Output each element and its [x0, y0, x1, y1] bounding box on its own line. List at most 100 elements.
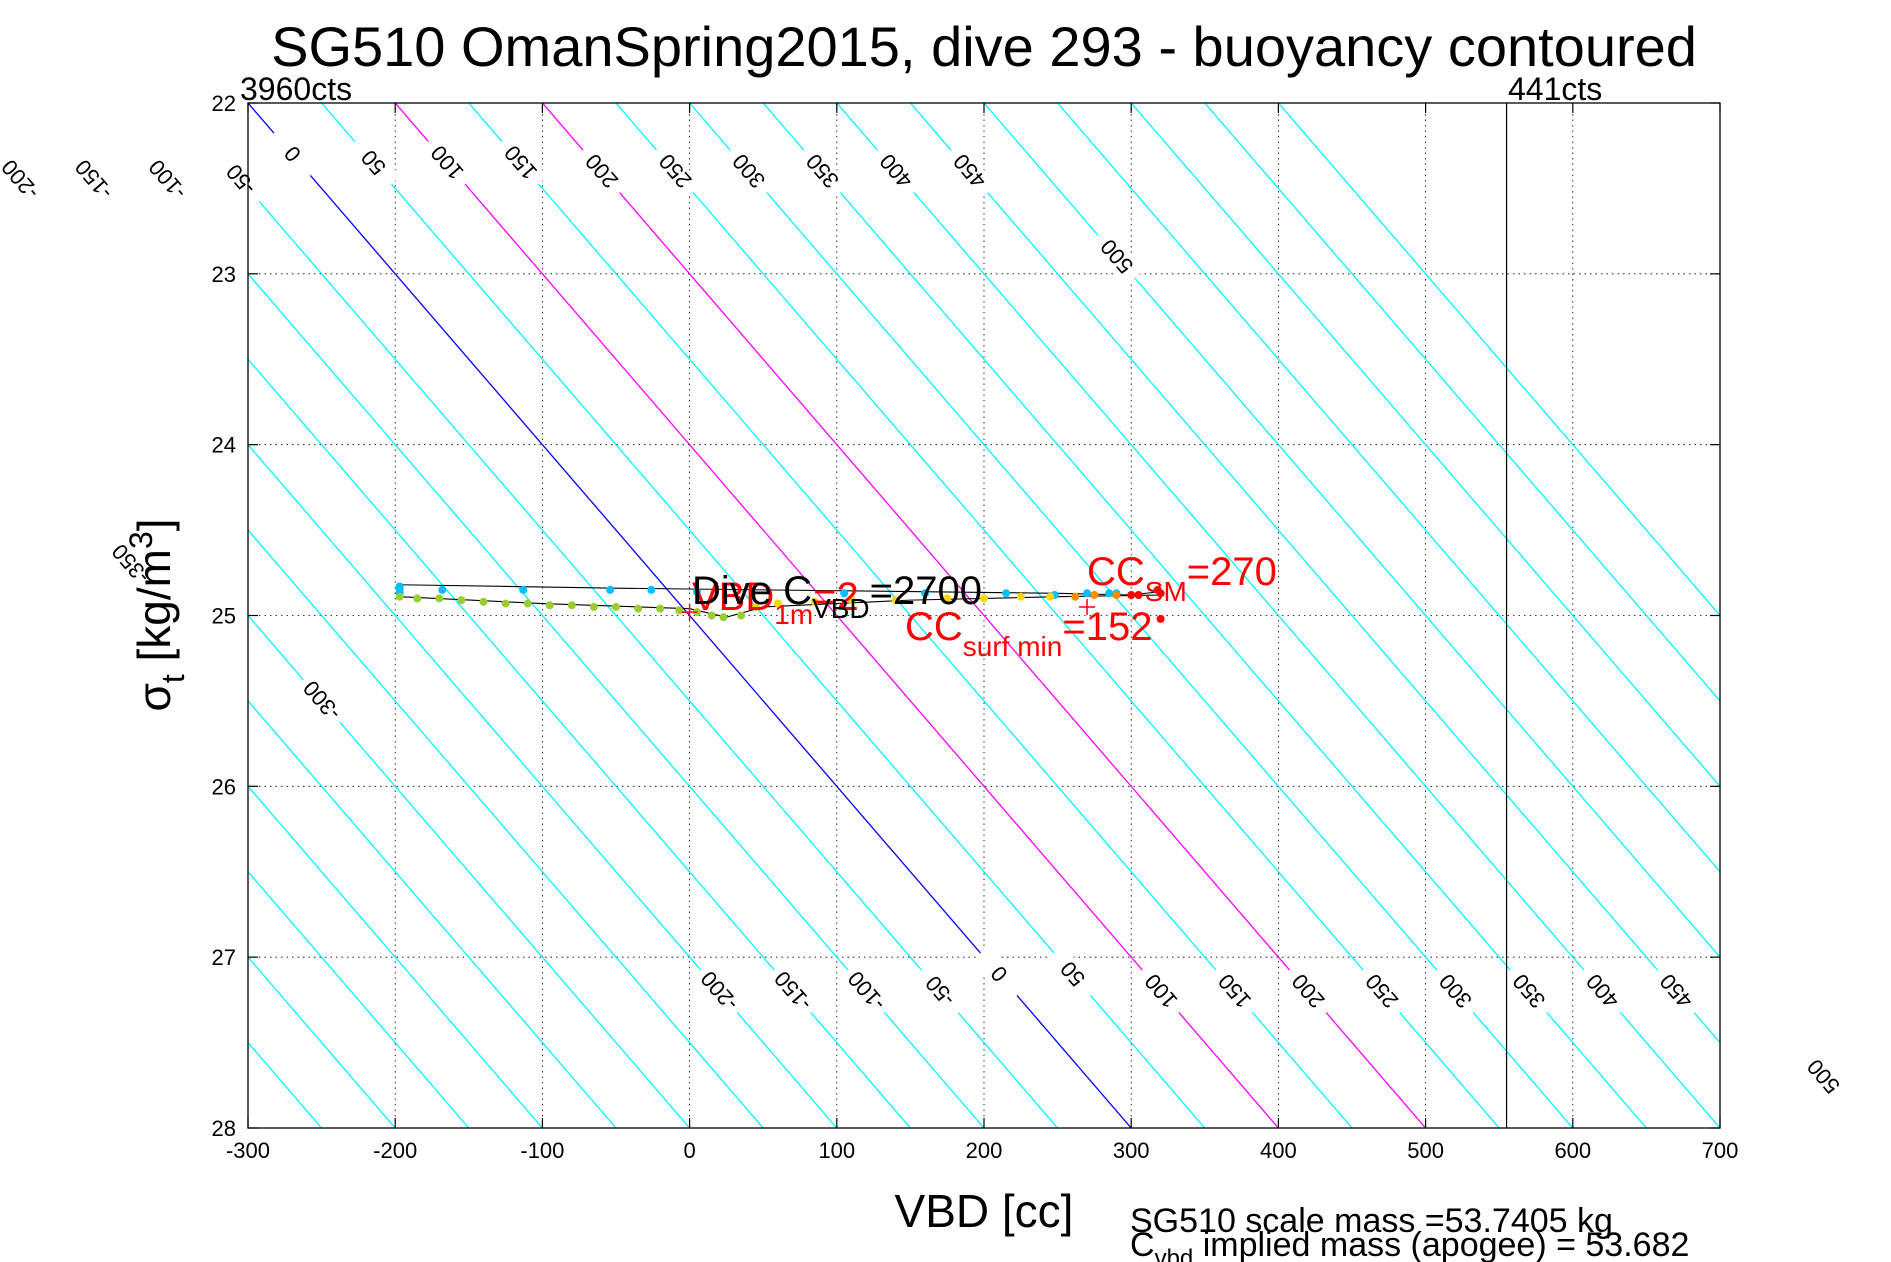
- contour-line: [248, 785, 543, 1128]
- footer-scale-mass: SG510 scale mass =53.7405 kg: [1130, 1202, 1613, 1240]
- x-tick-label: 300: [1113, 1138, 1150, 1163]
- x-tick-label: -300: [226, 1138, 270, 1163]
- contour-label: 50: [345, 133, 401, 192]
- contour-line: [394, 103, 1279, 1128]
- contour-label-bg: [691, 962, 747, 1021]
- contour-label-bg: [794, 142, 850, 201]
- data-point: [523, 599, 532, 608]
- contour-line: [541, 103, 1427, 1128]
- data-point: [519, 585, 528, 594]
- cross-marker: [681, 604, 698, 621]
- contour-label: -200: [0, 150, 48, 209]
- contour-label-bg: [1133, 962, 1189, 1021]
- contour-label-bg: [213, 150, 269, 209]
- data-point: [457, 596, 466, 605]
- contour-label-bg: [765, 962, 821, 1021]
- contour-label-bg: [1427, 962, 1483, 1021]
- contour-label: 200: [1280, 962, 1336, 1021]
- svg-text:σt [kg/m3]: σt [kg/m3]: [123, 518, 191, 711]
- right-cts-label: 441cts: [1508, 71, 1602, 107]
- x-axis-label: VBD [cc]: [895, 1185, 1074, 1237]
- contour-label: 250: [647, 142, 703, 201]
- data-point: [606, 585, 615, 594]
- contour-label-bg: [139, 150, 195, 209]
- contour-label: -150: [66, 150, 121, 209]
- contour-label: 500: [1089, 227, 1144, 286]
- contour-label-bg: [1574, 962, 1630, 1021]
- contour-label-bg: [0, 150, 48, 209]
- contour-label: 450: [1648, 962, 1704, 1021]
- x-tick-label: -200: [373, 1138, 417, 1163]
- contour-label: 350: [1501, 962, 1557, 1021]
- contour-label-bg: [647, 142, 703, 201]
- contour-label: -100: [838, 962, 894, 1021]
- left-cts-label: 3960cts: [240, 71, 352, 107]
- x-tick-label: 400: [1260, 1138, 1297, 1163]
- data-point: [1156, 589, 1165, 598]
- contour-label-bg: [721, 142, 776, 201]
- y-axis-label-sub: t: [155, 674, 191, 683]
- contour-label-bg: [264, 125, 320, 184]
- contour-line: [248, 443, 838, 1128]
- contour-label-bg: [1501, 962, 1557, 1021]
- contour-line: [689, 103, 1574, 1128]
- contour-label-bg: [1044, 945, 1100, 1004]
- data-point: [692, 587, 701, 596]
- chart-title: SG510 OmanSpring2015, dive 293 - buoyanc…: [271, 15, 1697, 78]
- contour-line: [909, 103, 1720, 1044]
- contour-label: -50: [213, 150, 269, 209]
- x-tick-label: 500: [1407, 1138, 1444, 1163]
- x-tick-label: 600: [1554, 1138, 1591, 1163]
- data-point: [413, 594, 422, 603]
- contour-label: -100: [139, 150, 195, 209]
- data-point: [1105, 589, 1114, 598]
- x-tick-label: 0: [683, 1138, 695, 1163]
- y-tick-label: 24: [212, 433, 236, 458]
- contour-label-bg: [1089, 227, 1144, 286]
- contour-label-bg: [66, 150, 121, 209]
- ann-vbd-1m: VBD1m=2: [692, 575, 859, 630]
- y-axis-label-close: ]: [128, 518, 180, 531]
- data-point: [1083, 589, 1092, 598]
- contour-label-bg: [971, 945, 1027, 1004]
- contour-label: 400: [1574, 962, 1630, 1021]
- data-point: [737, 611, 746, 620]
- data-point: [438, 585, 447, 594]
- data-point: [1090, 591, 1099, 599]
- contour-line: [248, 870, 470, 1128]
- contour-label: 200: [573, 142, 629, 201]
- contour-label-bg: [573, 142, 629, 201]
- data-point: [840, 589, 849, 598]
- data-points: [395, 582, 1165, 623]
- contour-line: [468, 103, 1353, 1128]
- data-point: [1016, 592, 1025, 601]
- contour-label: 450: [941, 142, 997, 201]
- data-point: [656, 604, 665, 613]
- y-tick-label: 22: [212, 91, 236, 116]
- contour-line: [248, 614, 691, 1128]
- data-point: [647, 585, 656, 594]
- contour-label: -200: [691, 962, 747, 1021]
- data-point: [891, 596, 900, 605]
- contour-line: [615, 103, 1500, 1128]
- ann-cc-surf-min: CCsurf min=152: [905, 605, 1152, 662]
- data-point: [1134, 591, 1143, 599]
- contour-label: 100: [419, 133, 475, 192]
- contour-label: 150: [1206, 962, 1262, 1021]
- ann-cc-sm: CCSM=270: [1087, 550, 1277, 607]
- footer-implied-mass: Cvbd implied mass (apogee) = 53.682: [1130, 1226, 1689, 1262]
- x-tick-label: 200: [966, 1138, 1003, 1163]
- y-tick-label: 28: [212, 1116, 236, 1141]
- contour-label-bg: [345, 133, 401, 192]
- contour-label: 0: [971, 945, 1027, 1004]
- data-point: [634, 604, 643, 613]
- contour-label-bg: [1648, 962, 1704, 1021]
- contour-line: [248, 699, 617, 1128]
- data-point: [395, 592, 404, 601]
- contour-line: [1057, 103, 1720, 873]
- x-tick-label: 700: [1702, 1138, 1739, 1163]
- data-point: [567, 601, 576, 610]
- data-point: [612, 602, 620, 611]
- data-point: [719, 613, 728, 622]
